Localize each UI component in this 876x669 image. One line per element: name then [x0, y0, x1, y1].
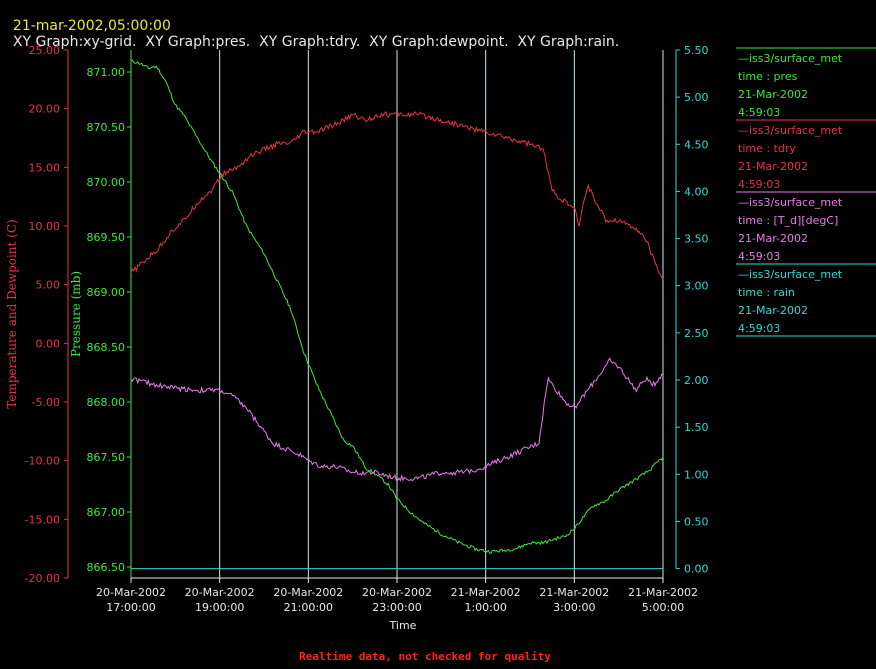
- legend-text: —iss3/surface_met: [738, 196, 843, 209]
- pres-tick-label: 868.50: [87, 341, 126, 354]
- x-tick-label-time: 17:00:00: [106, 601, 155, 614]
- x-tick-label-time: 5:00:00: [642, 601, 684, 614]
- x-tick-label-date: 21-Mar-2002: [451, 586, 521, 599]
- x-tick-label-time: 23:00:00: [372, 601, 421, 614]
- x-tick-label-date: 21-Mar-2002: [628, 586, 698, 599]
- legend-text: 4:59:03: [738, 250, 780, 263]
- series-line-tdry: [130, 110, 664, 280]
- temp-axis-label: Temperature and Dewpoint (C): [5, 219, 19, 408]
- legend-text: —iss3/surface_met: [738, 52, 843, 65]
- x-tick-label-date: 20-Mar-2002: [96, 586, 166, 599]
- quality-note: Realtime data, not checked for quality: [299, 650, 551, 663]
- rain-tick-label: 2.50: [684, 327, 709, 340]
- legend-text: 21-Mar-2002: [738, 304, 808, 317]
- header-bar: 21-mar-2002,05:00:00 XY Graph:xy-grid. X…: [4, 2, 619, 50]
- pres-tick-label: 870.50: [87, 121, 126, 134]
- rain-tick-label: 5.50: [684, 44, 709, 57]
- rain-tick-label: 3.50: [684, 233, 709, 246]
- rain-tick-label: 0.00: [684, 563, 709, 576]
- legend-text: 21-Mar-2002: [738, 160, 808, 173]
- temp-tick-label: 20.00: [29, 103, 61, 116]
- pres-tick-label: 866.50: [87, 561, 126, 574]
- temp-tick-label: 0.00: [36, 337, 61, 350]
- rain-tick-label: 0.50: [684, 515, 709, 528]
- pres-tick-label: 867.50: [87, 451, 126, 464]
- legend-text: 4:59:03: [738, 178, 780, 191]
- x-tick-label-time: 1:00:00: [464, 601, 506, 614]
- x-tick-label-time: 3:00:00: [553, 601, 595, 614]
- pres-tick-label: 869.00: [87, 286, 126, 299]
- rain-tick-label: 5.00: [684, 91, 709, 104]
- rain-tick-label: 4.00: [684, 185, 709, 198]
- legend-text: time : tdry: [738, 142, 796, 155]
- pres-tick-label: 867.00: [87, 506, 126, 519]
- temp-tick-label: 5.00: [36, 279, 61, 292]
- series-line-T_d: [130, 357, 664, 482]
- temp-tick-label: 15.00: [29, 161, 61, 174]
- x-tick-label-time: 19:00:00: [195, 601, 244, 614]
- legend-text: 21-Mar-2002: [738, 88, 808, 101]
- legend-text: 21-Mar-2002: [738, 232, 808, 245]
- x-axis-label: Time: [389, 619, 417, 632]
- legend-text: time : [T_d][degC]: [738, 214, 838, 227]
- pres-tick-label: 868.00: [87, 396, 126, 409]
- header-timestamp: 21-mar-2002,05:00:00: [12, 18, 171, 34]
- legend-text: time : rain: [738, 286, 795, 299]
- x-tick-label-date: 20-Mar-2002: [362, 586, 432, 599]
- pres-axis-label: Pressure (mb): [69, 271, 83, 357]
- legend-text: —iss3/surface_met: [738, 124, 843, 137]
- pres-tick-label: 869.50: [87, 231, 126, 244]
- pres-tick-label: 871.00: [87, 66, 126, 79]
- temp-tick-label: -20.00: [25, 572, 60, 585]
- rain-tick-label: 2.00: [684, 374, 709, 387]
- legend-text: time : pres: [738, 70, 798, 83]
- legend-text: 4:59:03: [738, 322, 780, 335]
- temp-tick-label: -10.00: [25, 455, 60, 468]
- x-tick-label-date: 20-Mar-2002: [273, 586, 343, 599]
- rain-tick-label: 1.50: [684, 421, 709, 434]
- temp-tick-label: -5.00: [32, 396, 60, 409]
- x-tick-label-date: 21-Mar-2002: [539, 586, 609, 599]
- legend-text: —iss3/surface_met: [738, 268, 843, 281]
- x-tick-label-time: 21:00:00: [284, 601, 333, 614]
- header-graphs: XY Graph:xy-grid. XY Graph:pres. XY Grap…: [12, 34, 620, 50]
- temp-tick-label: 25.00: [29, 44, 61, 57]
- temp-tick-label: 10.00: [29, 220, 61, 233]
- series-line-pres: [130, 59, 664, 554]
- x-tick-label-date: 20-Mar-2002: [185, 586, 255, 599]
- rain-tick-label: 3.00: [684, 280, 709, 293]
- legend-text: 4:59:03: [738, 106, 780, 119]
- rain-tick-label: 4.50: [684, 138, 709, 151]
- temp-tick-label: -15.00: [25, 513, 60, 526]
- pres-tick-label: 870.00: [87, 176, 126, 189]
- rain-tick-label: 1.00: [684, 468, 709, 481]
